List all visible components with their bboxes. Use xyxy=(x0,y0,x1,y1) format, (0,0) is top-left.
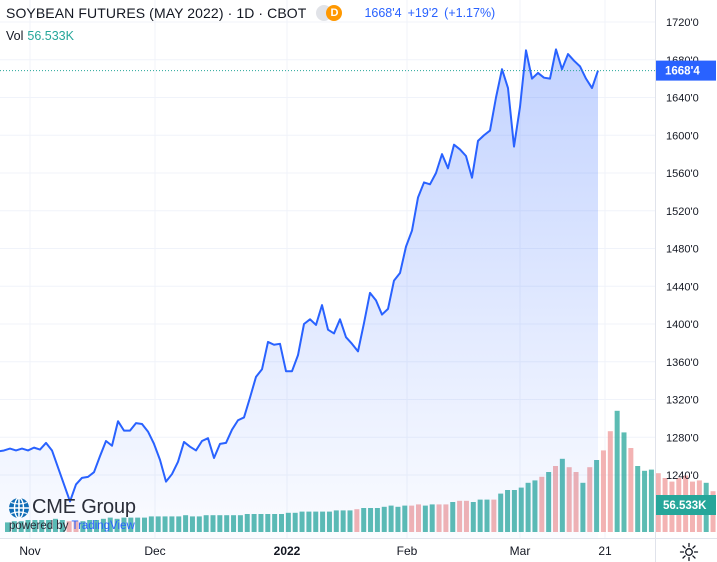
time-tick-label: 2022 xyxy=(274,544,301,558)
volume-bar xyxy=(621,432,627,532)
quote: 1668'4 +19'2 (+1.17%) xyxy=(364,6,501,20)
price-tick-label: 1360'0 xyxy=(666,357,699,369)
price-tick-label: 1400'0 xyxy=(666,319,699,331)
price-tick-label: 1280'0 xyxy=(666,432,699,444)
cme-globe-icon xyxy=(9,496,29,519)
last-price-label: 1668'4 xyxy=(665,66,700,78)
last-price-label-bg xyxy=(656,60,716,81)
volume-bar xyxy=(635,466,641,532)
delayed-data-icon[interactable]: D xyxy=(326,5,343,21)
price-change: +19'2 xyxy=(407,6,439,20)
volume-bar xyxy=(642,470,648,532)
tradingview-link[interactable]: TradingView xyxy=(71,520,135,532)
price-tick-label: 1520'0 xyxy=(666,206,699,218)
price-tick-label: 1440'0 xyxy=(666,281,699,293)
time-tick-label: Nov xyxy=(19,544,40,558)
time-tick-label: 21 xyxy=(598,544,612,558)
powered-by-label: powered by xyxy=(9,520,69,532)
volume-bar xyxy=(648,469,654,532)
volume-bar xyxy=(628,448,634,532)
time-tick-label: Dec xyxy=(144,544,165,558)
price-tick-label: 1600'0 xyxy=(666,130,699,142)
price-line xyxy=(0,48,599,503)
price-area xyxy=(0,49,598,538)
time-axis: Nov Dec 2022 Feb Mar 21 xyxy=(19,544,612,558)
price-axis: 1720'01680'01640'01600'01560'01520'01480… xyxy=(666,17,699,482)
powered-by: powered by TradingView xyxy=(8,520,136,532)
gear-icon[interactable] xyxy=(679,542,699,562)
price-tick-label: 1480'0 xyxy=(666,244,699,256)
price-tick-label: 1560'0 xyxy=(666,168,699,180)
chart-legend: SOYBEAN FUTURES (MAY 2022) · 1D · CBOT D… xyxy=(6,5,501,21)
last-price: 1668'4 xyxy=(364,6,402,20)
volume-value: 56.533K xyxy=(27,29,74,43)
time-tick-label: Feb xyxy=(397,544,418,558)
volume-bar xyxy=(614,410,620,532)
status-badges: D xyxy=(316,5,343,21)
volume-bar xyxy=(607,431,613,532)
symbol-title[interactable]: SOYBEAN FUTURES (MAY 2022) · 1D · CBOT xyxy=(6,5,307,21)
price-change-percent: (+1.17%) xyxy=(444,6,496,20)
price-tick-label: 1240'0 xyxy=(666,470,699,482)
price-tick-label: 1640'0 xyxy=(666,93,699,105)
cme-logo-text: CME Group xyxy=(32,496,136,518)
last-volume-label: 56.533K xyxy=(663,500,707,512)
price-tick-label: 1720'0 xyxy=(666,17,699,29)
volume-bar xyxy=(600,450,606,532)
volume-label: Vol xyxy=(6,29,24,43)
last-volume-label-bg xyxy=(656,495,716,515)
time-tick-label: Mar xyxy=(510,544,531,558)
volume-legend[interactable]: Vol 56.533K xyxy=(6,29,74,43)
price-tick-label: 1320'0 xyxy=(666,395,699,407)
branding[interactable]: CME Group powered by TradingView xyxy=(8,496,136,532)
